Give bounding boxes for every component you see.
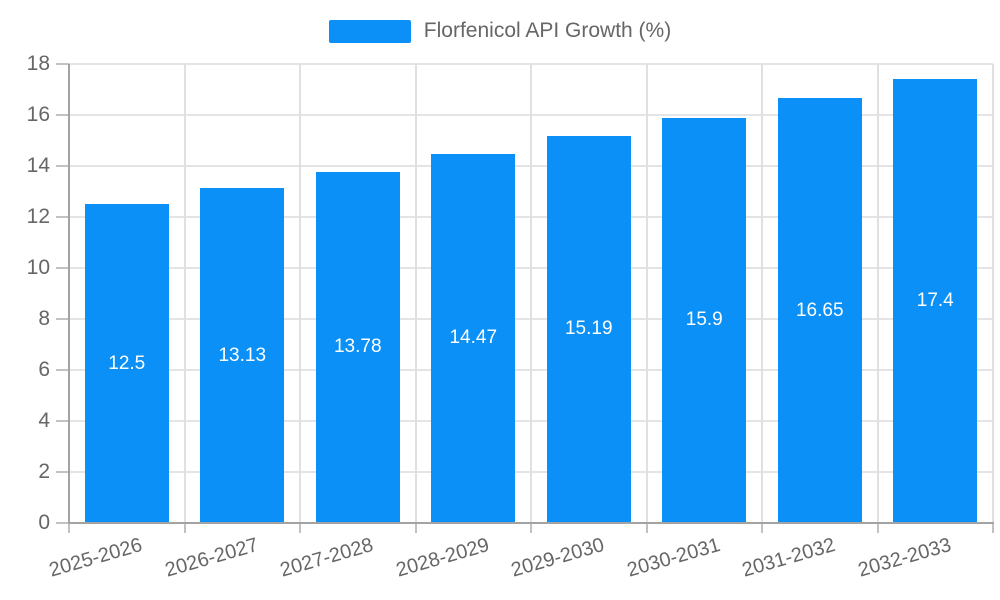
legend-swatch: [328, 19, 411, 43]
legend-label: Florfenicol API Growth (%): [423, 19, 672, 42]
y-axis-line: [68, 64, 70, 523]
bar-value-label: 12.5: [108, 352, 146, 374]
x-tick: [414, 523, 417, 533]
y-tick: [56, 420, 69, 422]
bar: 16.65: [777, 98, 862, 523]
x-gridline: [992, 64, 994, 523]
y-tick-label: 10: [26, 256, 50, 279]
y-tick: [56, 267, 69, 269]
y-tick: [56, 471, 69, 473]
x-gridline: [876, 64, 879, 523]
bar-value-label: 13.13: [218, 344, 267, 366]
y-tick-label: 2: [38, 460, 50, 483]
y-tick-label: 12: [26, 205, 50, 228]
y-tick: [56, 369, 69, 371]
bar-value-label: 15.9: [685, 309, 723, 331]
y-tick: [56, 165, 69, 167]
bar: 13.78: [315, 171, 400, 523]
x-gridline: [530, 64, 532, 523]
x-tick: [645, 523, 648, 533]
y-tick: [56, 522, 69, 524]
x-tick: [299, 523, 301, 533]
bar: 15.9: [662, 117, 747, 523]
x-tick: [183, 523, 186, 533]
bar: 12.5: [84, 204, 169, 523]
y-tick-label: 18: [26, 52, 50, 75]
y-tick-label: 16: [26, 103, 50, 126]
y-tick-label: 8: [38, 307, 50, 330]
x-gridline: [645, 64, 648, 523]
x-tick-label: 2026-2027: [162, 534, 261, 582]
x-tick: [68, 523, 70, 533]
x-tick-label: 2029-2030: [508, 534, 607, 582]
x-gridline: [183, 64, 186, 523]
bar-value-label: 14.47: [449, 327, 498, 349]
bar: 17.4: [893, 79, 978, 523]
x-tick-label: 2027-2028: [277, 534, 376, 582]
x-tick-label: 2030-2031: [624, 534, 723, 582]
x-tick: [876, 523, 879, 533]
x-axis-line: [68, 522, 994, 524]
y-tick-label: 14: [26, 154, 50, 177]
x-gridline: [414, 64, 417, 523]
y-tick: [56, 216, 69, 218]
x-tick: [761, 523, 763, 533]
bar-value-label: 17.4: [916, 290, 954, 312]
x-tick-label: 2031-2032: [739, 534, 838, 582]
y-tick-label: 4: [38, 409, 50, 432]
y-tick: [56, 63, 69, 65]
x-tick-label: 2025-2026: [46, 534, 145, 582]
bar: 14.47: [431, 154, 516, 523]
bar-value-label: 15.19: [564, 318, 613, 340]
x-gridline: [761, 64, 763, 523]
bar-value-label: 16.65: [795, 299, 844, 321]
x-tick: [530, 523, 532, 533]
x-tick-label: 2028-2029: [393, 534, 492, 582]
x-tick: [992, 523, 994, 533]
bar: 15.19: [546, 135, 631, 523]
x-gridline: [299, 64, 301, 523]
y-tick: [56, 318, 69, 320]
legend[interactable]: Florfenicol API Growth (%): [0, 18, 1000, 44]
y-tick-label: 6: [38, 358, 50, 381]
y-tick-label: 0: [38, 511, 50, 534]
x-tick-label: 2032-2033: [855, 534, 954, 582]
y-tick: [56, 114, 69, 116]
bar: 13.13: [200, 188, 285, 523]
bar-value-label: 13.78: [333, 336, 382, 358]
